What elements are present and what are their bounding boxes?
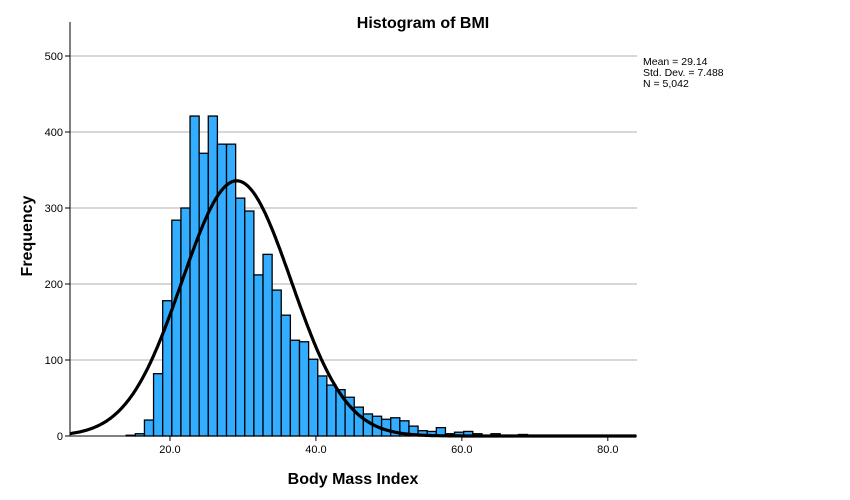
histogram-bar	[317, 375, 328, 437]
histogram-bar	[289, 339, 301, 437]
y-tick-label: 100	[45, 355, 63, 367]
histogram-bar	[152, 373, 164, 437]
x-axis-label: Body Mass Index	[288, 471, 419, 488]
x-tick-label: 40.0	[305, 444, 326, 456]
histogram-bar	[189, 115, 200, 437]
histogram-bar	[198, 152, 209, 437]
histogram-bar	[171, 219, 182, 437]
y-tick-label: 400	[45, 127, 63, 139]
histogram-bar	[225, 143, 237, 437]
histogram-bar	[262, 253, 273, 437]
y-axis-label: Frequency	[19, 195, 36, 276]
y-tick-label: 500	[45, 51, 63, 63]
histogram-bar	[244, 210, 255, 437]
stat-mean: Mean = 29.14	[643, 56, 708, 68]
histogram-bar	[180, 207, 191, 437]
histogram-bar	[207, 115, 219, 437]
histogram-bar	[307, 358, 319, 437]
histogram-bar	[298, 341, 310, 437]
x-tick-label: 20.0	[159, 444, 180, 456]
x-tick-label: 80.0	[597, 444, 618, 456]
histogram-bar	[271, 289, 282, 437]
histogram-bar	[143, 419, 155, 437]
y-tick-label: 200	[45, 279, 63, 291]
chart-title: Histogram of BMI	[357, 15, 489, 32]
y-tick-label: 300	[45, 203, 63, 215]
stat-std-dev: Std. Dev. = 7.488	[643, 67, 724, 79]
histogram-bar	[253, 274, 264, 437]
y-tick-label: 0	[57, 431, 63, 443]
x-tick-label: 60.0	[451, 444, 472, 456]
stat-n: N = 5,042	[643, 78, 689, 90]
histogram-bar	[234, 197, 246, 437]
histogram-bar	[280, 314, 292, 437]
histogram-bar	[326, 384, 337, 437]
